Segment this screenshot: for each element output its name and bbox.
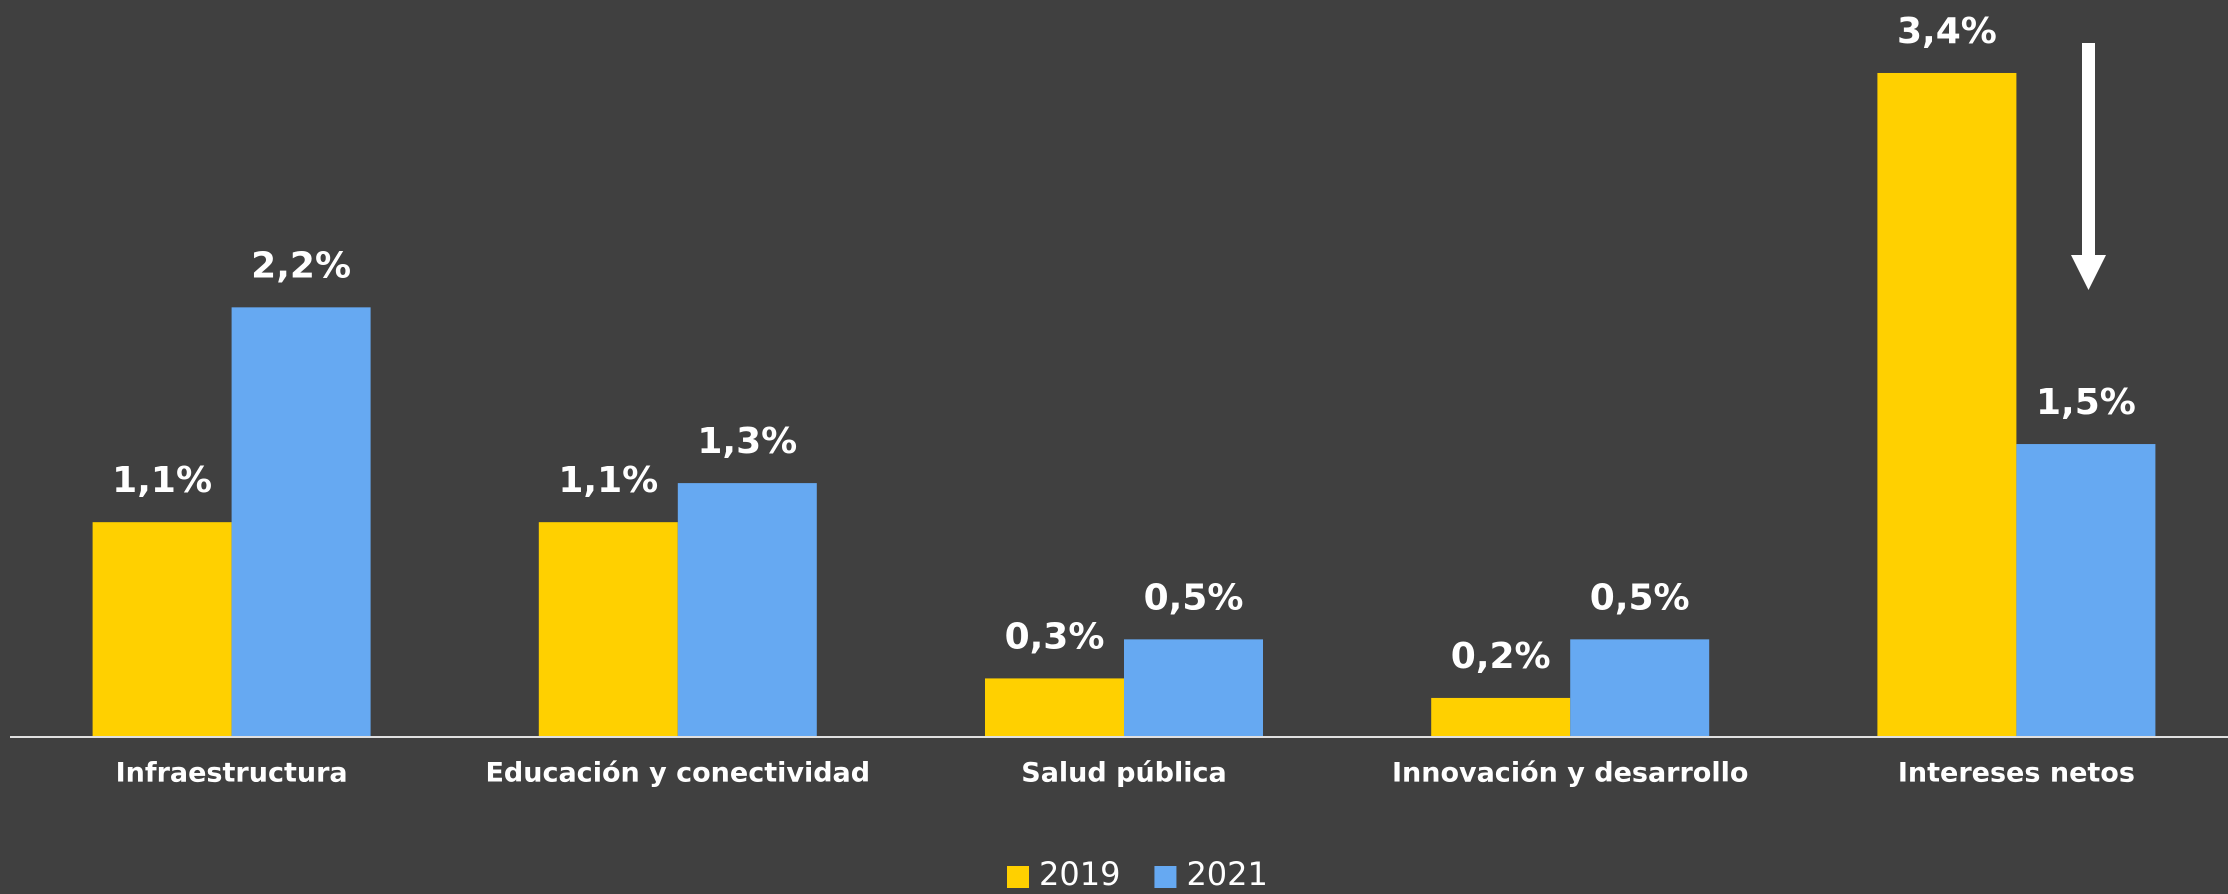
bar: [1124, 639, 1263, 737]
data-label: 0,3%: [1005, 616, 1105, 657]
data-label: 1,1%: [558, 460, 658, 501]
bar: [677, 483, 817, 737]
bar: [231, 307, 371, 737]
x-tick-label: Salud pública: [1021, 758, 1226, 789]
bar: [1877, 72, 2017, 738]
data-label: 1,3%: [697, 421, 797, 462]
bar: [1431, 697, 1571, 737]
bar: [1570, 639, 1710, 737]
x-tick-label: Innovación y desarrollo: [1392, 758, 1748, 789]
legend-swatch: [1154, 866, 1177, 888]
legend-label: 2021: [1186, 855, 1267, 893]
bar: [985, 678, 1124, 737]
data-label: 0,5%: [1144, 577, 1244, 618]
bar: [92, 522, 232, 737]
arrow-annotation: [2071, 43, 2106, 290]
arrow-shaft: [2082, 43, 2095, 258]
data-label: 0,2%: [1451, 636, 1551, 677]
x-tick-label: Infraestructura: [116, 758, 348, 789]
data-label: 3,4%: [1897, 11, 1997, 52]
legend-label: 2019: [1039, 855, 1120, 893]
bar: [538, 522, 678, 737]
x-tick-label: Educación y conectividad: [485, 758, 870, 789]
legend-swatch: [1007, 866, 1029, 888]
bar: [2016, 444, 2156, 737]
arrow-head: [2071, 255, 2106, 290]
data-label: 1,1%: [112, 460, 212, 501]
data-label: 1,5%: [2036, 382, 2136, 423]
data-label: 0,5%: [1590, 577, 1690, 618]
data-label: 2,2%: [251, 245, 351, 286]
x-tick-label: Intereses netos: [1898, 758, 2135, 789]
